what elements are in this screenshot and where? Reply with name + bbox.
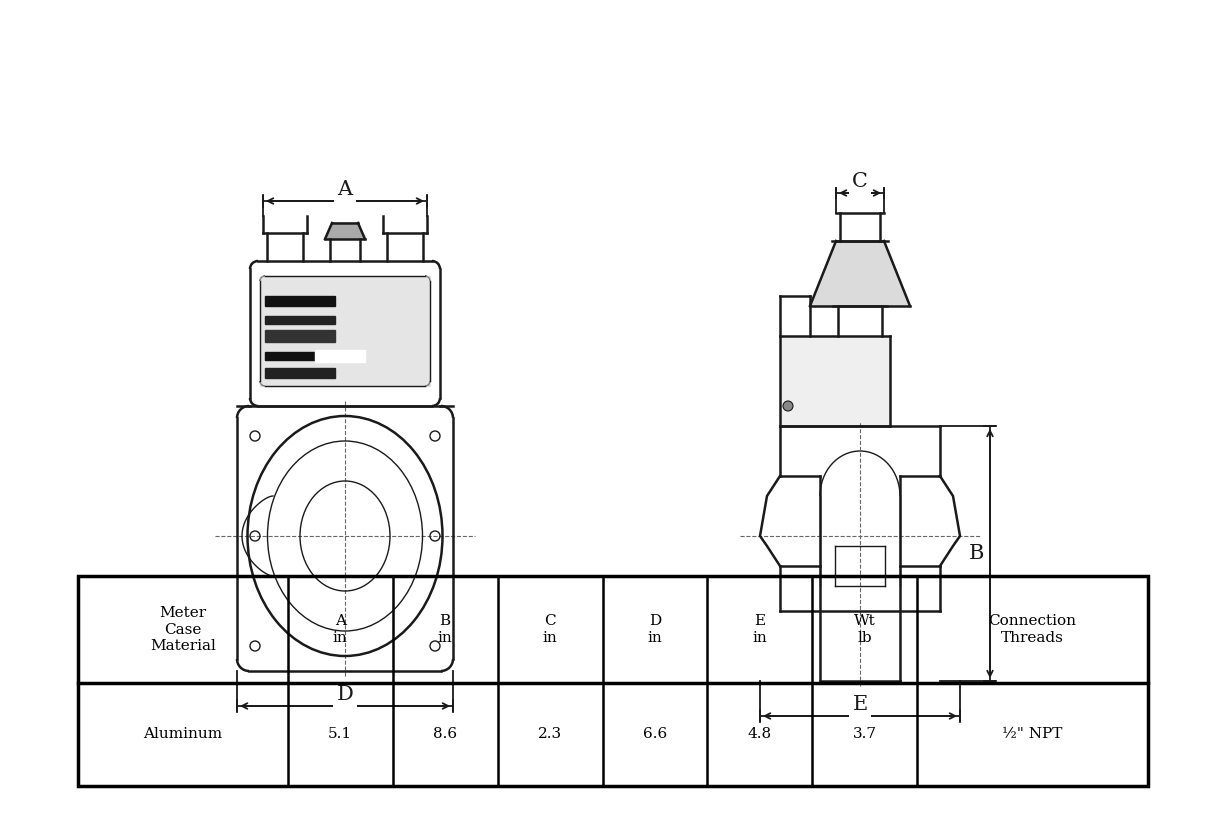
Text: D
in: D in: [648, 614, 662, 645]
Text: 5.1: 5.1: [329, 728, 352, 742]
Text: Wt
lb: Wt lb: [854, 614, 876, 645]
Text: B: B: [968, 544, 984, 563]
Polygon shape: [810, 241, 910, 306]
Text: Aluminum: Aluminum: [143, 728, 222, 742]
Text: 2.3: 2.3: [539, 728, 562, 742]
Text: 6.6: 6.6: [643, 728, 667, 742]
Text: E: E: [853, 695, 867, 714]
Bar: [78, 576, 1147, 786]
Polygon shape: [325, 223, 365, 239]
Text: Connection
Threads: Connection Threads: [989, 614, 1077, 645]
Text: C
in: C in: [542, 614, 558, 645]
Polygon shape: [264, 316, 335, 324]
Text: E
in: E in: [752, 614, 768, 645]
Text: A: A: [337, 180, 353, 199]
Polygon shape: [264, 352, 335, 360]
Text: C: C: [852, 172, 869, 191]
Text: ½" NPT: ½" NPT: [1002, 728, 1063, 742]
Polygon shape: [264, 296, 335, 306]
Text: A
in: A in: [332, 614, 348, 645]
Text: Meter
Case
Material: Meter Case Material: [150, 606, 216, 653]
Text: 4.8: 4.8: [747, 728, 771, 742]
Polygon shape: [264, 368, 335, 378]
Text: 8.6: 8.6: [433, 728, 457, 742]
Text: B
in: B in: [438, 614, 452, 645]
Polygon shape: [264, 330, 335, 342]
Circle shape: [784, 401, 793, 411]
Polygon shape: [780, 336, 890, 426]
Text: D: D: [336, 685, 353, 704]
Text: 3.7: 3.7: [853, 728, 877, 742]
Polygon shape: [315, 350, 365, 362]
Polygon shape: [260, 276, 429, 386]
